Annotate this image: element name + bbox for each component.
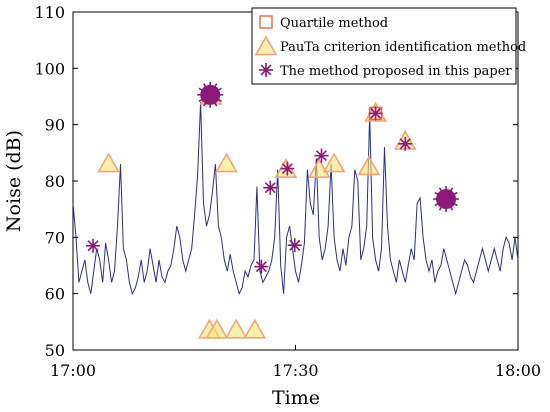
legend: Quartile method PauTa criterion identific… <box>251 7 526 85</box>
legend-entry: Quartile method <box>259 15 388 31</box>
proposed-marker <box>314 148 329 163</box>
legend-label: Quartile method <box>280 16 388 31</box>
legend-asterisk-icon <box>259 63 273 77</box>
pauta-marker <box>243 318 267 339</box>
series-layer <box>72 102 519 296</box>
proposed-cluster-marker <box>197 81 224 108</box>
y-tick-label: 50 <box>45 341 65 360</box>
legend-entry: The method proposed in this paper <box>259 63 512 79</box>
legend-square-icon <box>259 15 273 29</box>
y-tick-label: 60 <box>45 285 65 304</box>
x-tick-label: 17:00 <box>50 361 96 380</box>
proposed-marker <box>287 238 302 253</box>
x-tick-label: 18:00 <box>495 361 541 380</box>
x-tick-label: 17:30 <box>272 361 318 380</box>
pauta-marker <box>322 152 346 173</box>
proposed-marker <box>368 106 383 121</box>
legend-entry: PauTa criterion identification method <box>254 35 526 56</box>
y-tick-label: 100 <box>34 59 65 78</box>
legend-items: Quartile method PauTa criterion identific… <box>254 15 526 79</box>
y-tick-label: 110 <box>34 3 65 22</box>
y-tick-label: 90 <box>45 116 65 135</box>
proposed-marker <box>280 161 295 176</box>
y-tick-label: 80 <box>45 172 65 191</box>
proposed-marker <box>263 180 278 195</box>
proposed-marker <box>254 259 269 274</box>
pauta-marker <box>215 152 238 173</box>
y-tick-label: 70 <box>45 228 65 247</box>
pauta-marker <box>357 155 381 176</box>
legend-label: The method proposed in this paper <box>280 64 512 79</box>
y-axis-title: Noise (dB) <box>3 130 25 232</box>
legend-box <box>251 7 517 85</box>
proposed-cluster-marker <box>433 186 460 213</box>
pauta-marker <box>97 152 120 173</box>
x-axis-title: Time <box>272 387 320 409</box>
pauta-marker <box>205 318 229 339</box>
y-axis: 50 60 70 80 90 100 110 <box>34 3 518 360</box>
legend-triangle-icon <box>254 35 278 56</box>
proposed-marker <box>398 136 413 151</box>
x-axis: 17:00 17:30 18:00 <box>50 12 541 380</box>
pauta-marker <box>224 318 248 339</box>
noise-line <box>72 102 519 296</box>
legend-label: PauTa criterion identification method <box>280 40 526 55</box>
markers-layer <box>86 81 460 339</box>
proposed-marker <box>86 238 101 253</box>
pauta-marker <box>307 158 331 179</box>
